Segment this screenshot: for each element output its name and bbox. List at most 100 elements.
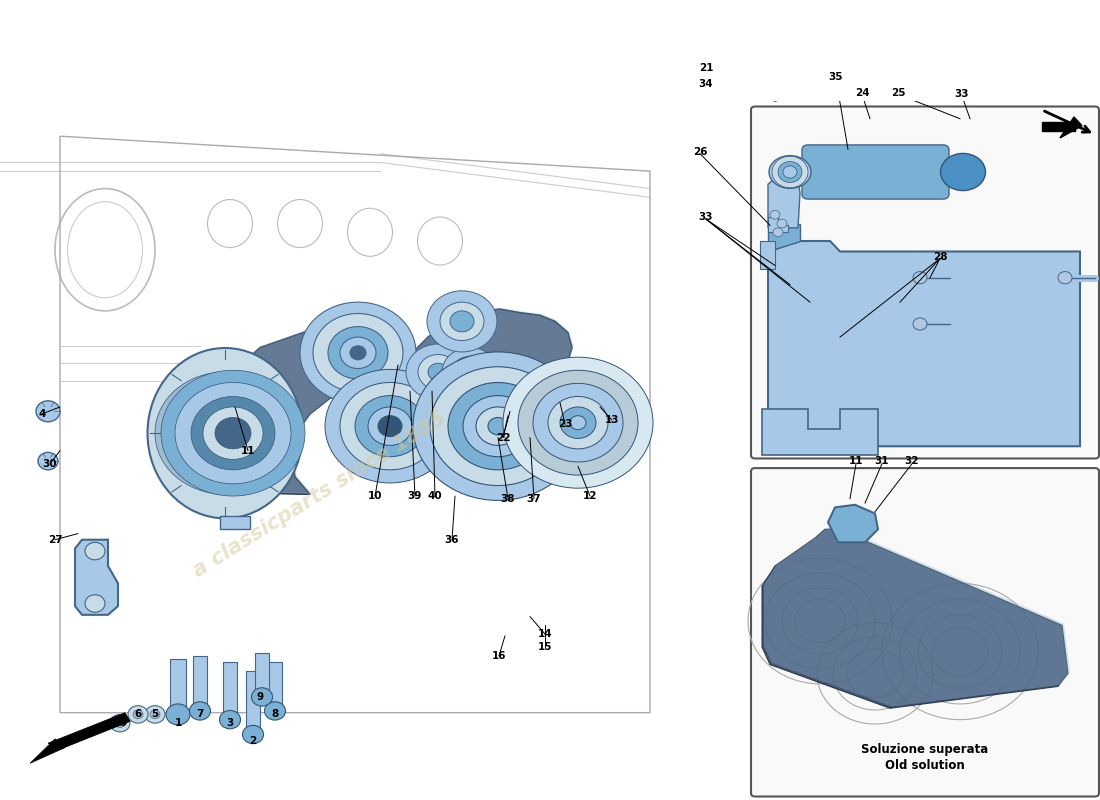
Circle shape (378, 416, 402, 437)
Circle shape (145, 706, 165, 723)
Circle shape (191, 397, 275, 470)
Text: 32: 32 (904, 456, 920, 466)
Circle shape (461, 364, 478, 380)
Polygon shape (762, 409, 878, 455)
Bar (170, 658, 186, 714)
Text: 28: 28 (933, 252, 947, 262)
Circle shape (428, 363, 448, 381)
Circle shape (548, 397, 608, 449)
Bar (268, 662, 282, 711)
Circle shape (170, 385, 280, 481)
Polygon shape (216, 326, 396, 494)
Text: 39: 39 (408, 491, 422, 501)
Circle shape (150, 710, 160, 718)
Text: 2: 2 (250, 736, 256, 746)
Ellipse shape (940, 154, 986, 190)
Polygon shape (412, 309, 572, 382)
Circle shape (189, 702, 210, 720)
Text: 14: 14 (538, 629, 552, 639)
Text: 21: 21 (698, 63, 713, 73)
Text: 29: 29 (113, 718, 128, 728)
Polygon shape (1042, 122, 1075, 131)
Circle shape (406, 344, 470, 400)
Circle shape (412, 352, 583, 501)
Circle shape (175, 382, 292, 484)
Circle shape (427, 290, 497, 352)
Circle shape (450, 311, 474, 332)
Circle shape (476, 407, 520, 446)
Circle shape (913, 318, 927, 330)
Polygon shape (768, 217, 788, 232)
Circle shape (783, 166, 798, 178)
Text: 15: 15 (538, 642, 552, 652)
Polygon shape (768, 241, 1080, 446)
Polygon shape (214, 326, 395, 494)
Circle shape (440, 302, 484, 341)
Text: 38: 38 (500, 494, 515, 504)
Text: 26: 26 (693, 147, 707, 157)
Circle shape (314, 314, 403, 392)
Text: 1: 1 (175, 718, 182, 728)
Circle shape (534, 383, 623, 462)
Circle shape (560, 407, 596, 438)
Text: Soluzione superata: Soluzione superata (861, 743, 989, 756)
Circle shape (488, 418, 508, 435)
Polygon shape (30, 739, 65, 763)
Text: 23: 23 (558, 419, 572, 430)
Circle shape (913, 271, 927, 284)
Text: a classicparts since 1885: a classicparts since 1885 (190, 408, 450, 581)
Circle shape (570, 416, 586, 430)
Circle shape (777, 219, 786, 228)
Circle shape (36, 401, 60, 422)
Polygon shape (762, 530, 1068, 708)
Ellipse shape (769, 156, 811, 188)
Text: 11: 11 (241, 446, 255, 456)
Circle shape (452, 356, 488, 388)
Text: 37: 37 (527, 494, 541, 504)
Text: 10: 10 (367, 491, 383, 501)
Text: 12: 12 (583, 491, 597, 501)
Circle shape (242, 726, 264, 744)
Text: 8: 8 (272, 710, 278, 719)
Polygon shape (768, 223, 800, 251)
Polygon shape (48, 713, 130, 750)
Text: 4: 4 (39, 409, 46, 419)
Text: 6: 6 (134, 710, 142, 719)
Text: 34: 34 (698, 78, 713, 89)
Polygon shape (768, 178, 800, 228)
Circle shape (300, 302, 416, 403)
Circle shape (128, 706, 148, 723)
Polygon shape (412, 308, 573, 382)
Circle shape (340, 337, 376, 369)
Circle shape (204, 407, 263, 459)
Circle shape (773, 228, 783, 237)
Circle shape (116, 718, 125, 727)
Text: 36: 36 (444, 534, 460, 545)
Text: 16: 16 (492, 651, 506, 661)
Circle shape (85, 542, 104, 560)
Text: 22: 22 (496, 433, 510, 442)
Circle shape (155, 372, 295, 494)
Circle shape (39, 452, 58, 470)
Text: 27: 27 (47, 534, 63, 545)
Circle shape (85, 594, 104, 612)
Circle shape (214, 418, 251, 449)
Text: 25: 25 (891, 87, 905, 98)
Circle shape (430, 366, 566, 486)
Bar (223, 662, 236, 720)
Polygon shape (1060, 117, 1082, 138)
Text: 5: 5 (152, 710, 158, 719)
Bar (246, 670, 260, 734)
Bar (255, 654, 270, 697)
Circle shape (340, 382, 440, 470)
Circle shape (355, 395, 425, 457)
Circle shape (264, 702, 286, 720)
Bar (192, 656, 207, 711)
Circle shape (442, 347, 498, 397)
Polygon shape (828, 505, 878, 542)
Ellipse shape (147, 348, 302, 518)
Circle shape (418, 354, 458, 390)
Text: 33: 33 (955, 90, 969, 99)
Circle shape (778, 162, 802, 182)
Circle shape (185, 398, 265, 468)
